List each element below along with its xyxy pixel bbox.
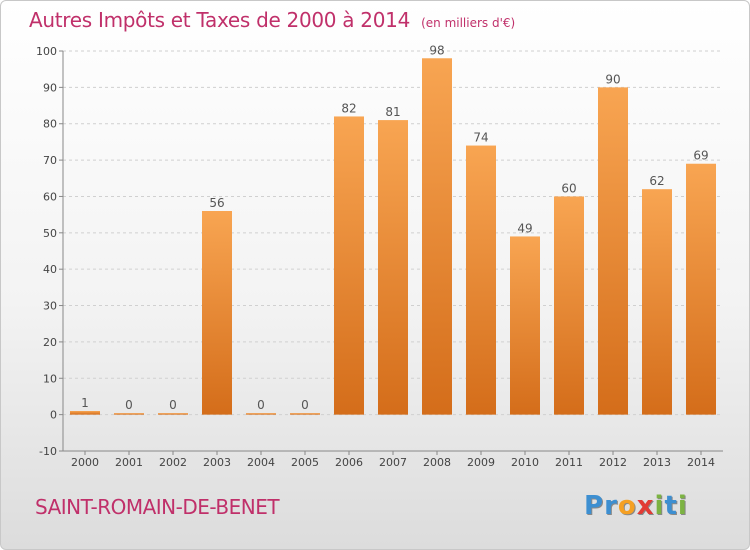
- bar: [466, 145, 496, 415]
- bar: [378, 120, 408, 415]
- bar-value-label: 74: [473, 131, 488, 145]
- bar-value-label: 0: [169, 398, 177, 412]
- bar-value-label: 1: [81, 396, 89, 410]
- x-tick-label: 2000: [71, 456, 99, 469]
- bar-value-label: 60: [561, 181, 576, 195]
- y-tick-label: 30: [43, 300, 57, 313]
- bar: [158, 413, 188, 415]
- bar: [114, 413, 144, 415]
- y-tick-label: 80: [43, 118, 57, 131]
- bar-value-label: 69: [693, 149, 708, 163]
- bar: [598, 87, 628, 415]
- x-tick-label: 2010: [511, 456, 539, 469]
- bar: [246, 413, 276, 415]
- bar-labels: 1 0 0 56 0 0 82 81 98 74 49 60 90 62 69: [81, 43, 708, 412]
- bar: [70, 411, 100, 415]
- x-tick-label: 2012: [599, 456, 627, 469]
- y-tick-label: 60: [43, 190, 57, 203]
- bar: [686, 163, 716, 415]
- y-tick-label: 100: [36, 45, 57, 58]
- x-tick-label: 2009: [467, 456, 495, 469]
- bar: [422, 58, 452, 415]
- x-tick-label: 2014: [687, 456, 715, 469]
- title-unit: (en milliers d'€): [421, 16, 516, 30]
- bar-value-label: 81: [385, 105, 400, 119]
- y-tick-label: 10: [43, 372, 57, 385]
- x-tick-label: 2003: [203, 456, 231, 469]
- y-tick-label: 20: [43, 336, 57, 349]
- logo-letter: t: [664, 491, 678, 521]
- logo-letter: x: [636, 491, 655, 521]
- x-tick-label: 2007: [379, 456, 407, 469]
- logo-letter: r: [604, 491, 618, 521]
- x-tick-label: 2005: [291, 456, 319, 469]
- bar-value-label: 90: [605, 72, 620, 86]
- logo-letter: i: [677, 491, 688, 521]
- x-tick-label: 2002: [159, 456, 187, 469]
- bar-value-label: 62: [649, 174, 664, 188]
- x-tick-label: 2001: [115, 456, 143, 469]
- bar: [642, 189, 672, 415]
- bar-value-label: 0: [125, 398, 133, 412]
- y-tick-label: 90: [43, 81, 57, 94]
- logo-letter: o: [617, 491, 637, 521]
- bar-value-label: 0: [301, 398, 309, 412]
- y-tick-label: 40: [43, 263, 57, 276]
- x-tick-label: 2006: [335, 456, 363, 469]
- chart-title: Autres Impôts et Taxes de 2000 à 2014 (e…: [29, 8, 515, 32]
- bar-value-label: 49: [517, 221, 532, 235]
- logo-letter: P: [584, 491, 605, 521]
- bar-value-label: 82: [341, 101, 356, 115]
- proxiti-logo[interactable]: Proxiti: [584, 491, 688, 521]
- city-name: SAINT-ROMAIN-DE-BENET: [35, 495, 280, 519]
- y-tick-label: 0: [50, 409, 57, 422]
- x-tick-label: 2013: [643, 456, 671, 469]
- bar-value-label: 98: [429, 43, 444, 57]
- bar: [510, 236, 540, 415]
- x-tick-label: 2008: [423, 456, 451, 469]
- bars: [70, 58, 716, 415]
- y-tick-label: 50: [43, 227, 57, 240]
- logo-letter: i: [654, 491, 665, 521]
- bar: [334, 116, 364, 415]
- title-text: Autres Impôts et Taxes de 2000 à 2014: [29, 8, 410, 32]
- bar-value-label: 0: [257, 398, 265, 412]
- bar: [290, 413, 320, 415]
- bar: [554, 196, 584, 415]
- x-tick-label: 2011: [555, 456, 583, 469]
- bar-value-label: 56: [209, 196, 224, 210]
- x-tick-label: 2004: [247, 456, 275, 469]
- y-tick-label: 70: [43, 154, 57, 167]
- y-tick-label: -10: [39, 445, 57, 458]
- bar: [202, 211, 232, 415]
